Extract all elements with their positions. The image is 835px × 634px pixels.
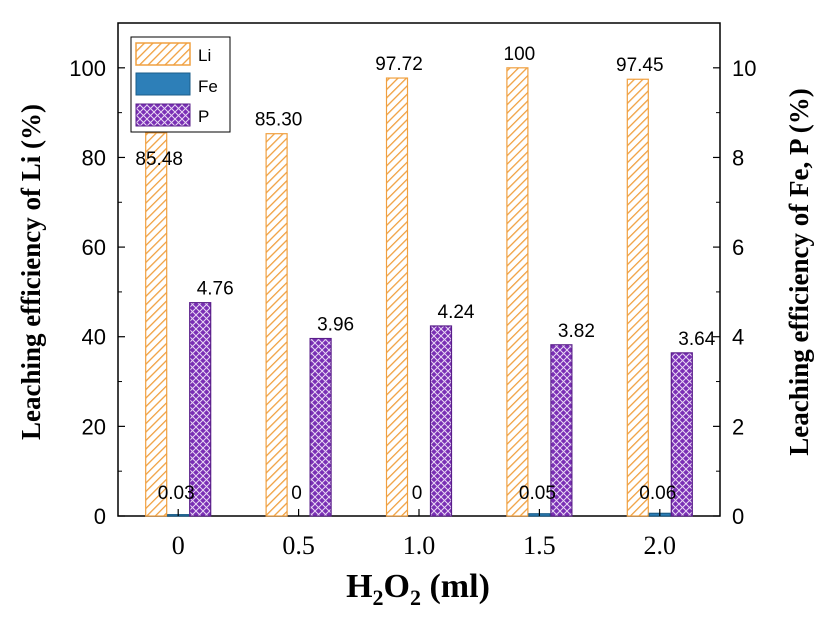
x-tick-label: 1.5 [523, 531, 556, 560]
left-tick-label: 0 [94, 504, 106, 529]
data-label-fe: 0 [412, 483, 423, 504]
data-label-li: 97.72 [375, 54, 423, 75]
data-labels: 85.48 85.30 97.72 100 97.45 0.03 0 0 0.05 0.06 4.7… [135, 44, 715, 504]
y-axis-right-title: Leaching efficiency of Fe, P (%) [784, 88, 814, 455]
data-label-fe: 0.05 [519, 483, 556, 504]
x-axis-title: H2O2 (ml) [346, 568, 490, 610]
y-axis-left-title: Leaching efficiency of Li (%) [16, 104, 46, 440]
data-label-p: 4.76 [197, 279, 234, 300]
bar-li [506, 67, 529, 517]
data-label-li: 100 [504, 44, 536, 65]
left-tick-label: 20 [82, 414, 106, 439]
bar-p [550, 344, 573, 517]
bar-li [385, 77, 409, 517]
right-tick-label: 6 [732, 235, 744, 260]
x-tick-label: 1.0 [403, 531, 436, 560]
bar-li [145, 132, 168, 517]
legend-label-p: P [198, 107, 209, 126]
data-label-p: 3.64 [678, 329, 715, 350]
data-label-p: 4.24 [438, 302, 475, 323]
bar-p [670, 352, 693, 517]
right-tick-label: 10 [732, 56, 756, 81]
data-label-p: 3.96 [317, 315, 354, 336]
right-tick-label: 4 [732, 325, 744, 350]
legend-swatch-li [135, 42, 191, 66]
legend-label-li: Li [198, 46, 211, 65]
legend-swatch-p [135, 103, 191, 127]
right-tick-label: 2 [732, 414, 744, 439]
right-tick-label: 0 [732, 504, 744, 529]
x-tick-label: 0 [172, 531, 185, 560]
left-tick-label: 80 [82, 145, 106, 170]
bar-p [309, 337, 332, 517]
x-tick-label: 2.0 [644, 531, 677, 560]
bars [145, 67, 693, 517]
legend: Li Fe P [130, 36, 231, 133]
data-label-fe: 0.03 [158, 483, 195, 504]
right-tick-label: 8 [732, 145, 744, 170]
legend-label-fe: Fe [198, 77, 218, 96]
left-axis-ticks: 0 20 40 60 80 100 [69, 56, 125, 529]
left-tick-label: 60 [82, 235, 106, 260]
bar-p [429, 325, 453, 517]
bar-li [626, 78, 649, 517]
data-label-li: 97.45 [616, 55, 664, 76]
right-axis-ticks: 0 2 4 6 8 10 [713, 56, 756, 529]
left-tick-label: 100 [69, 56, 106, 81]
left-tick-label: 40 [82, 325, 106, 350]
data-label-li: 85.30 [255, 110, 303, 131]
data-label-p: 3.82 [558, 321, 595, 342]
data-label-fe: 0 [291, 483, 302, 504]
legend-swatch-fe [135, 72, 191, 96]
x-axis-ticks: 0 0.5 1.0 1.5 2.0 [172, 509, 676, 560]
bar-li [265, 133, 288, 517]
x-tick-label: 0.5 [282, 531, 315, 560]
bar-p [189, 302, 212, 517]
data-label-fe: 0.06 [639, 483, 676, 504]
data-label-li: 85.48 [135, 149, 183, 170]
